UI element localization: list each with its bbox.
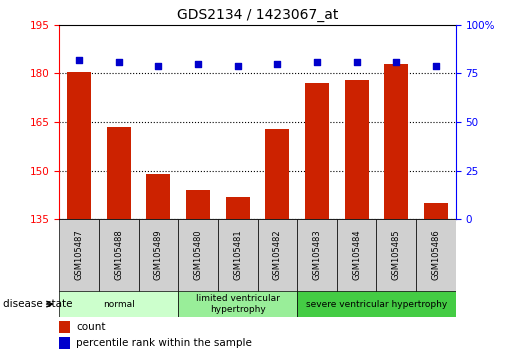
Text: normal: normal — [103, 299, 134, 309]
Bar — [305, 83, 329, 219]
Bar — [59, 291, 178, 317]
Bar — [384, 64, 408, 219]
Text: GSM105487: GSM105487 — [75, 229, 83, 280]
Bar — [297, 219, 337, 292]
Point — [154, 63, 162, 68]
Bar — [99, 219, 139, 292]
Bar — [67, 72, 91, 219]
Bar — [146, 174, 170, 219]
Text: GSM105482: GSM105482 — [273, 229, 282, 280]
Bar — [297, 291, 456, 317]
Point — [352, 59, 360, 64]
Point — [233, 63, 242, 68]
Text: limited ventricular
hypertrophy: limited ventricular hypertrophy — [196, 295, 280, 314]
Point — [313, 59, 321, 64]
Bar — [258, 219, 297, 292]
Bar — [376, 219, 416, 292]
Bar — [139, 219, 178, 292]
Bar — [178, 219, 218, 292]
Point — [432, 63, 440, 68]
Bar — [218, 219, 258, 292]
Point — [273, 61, 281, 67]
Bar — [226, 197, 250, 219]
Point — [75, 57, 83, 63]
Point — [392, 59, 401, 64]
Bar — [265, 129, 289, 219]
Text: GSM105483: GSM105483 — [313, 229, 321, 280]
Text: GSM105485: GSM105485 — [392, 229, 401, 280]
Bar — [337, 219, 376, 292]
Bar — [178, 291, 297, 317]
Bar — [345, 80, 369, 219]
Text: percentile rank within the sample: percentile rank within the sample — [76, 338, 252, 348]
Bar — [186, 190, 210, 219]
Text: GSM105486: GSM105486 — [432, 229, 440, 280]
Bar — [59, 321, 71, 333]
Text: count: count — [76, 322, 106, 332]
Text: GSM105489: GSM105489 — [154, 229, 163, 280]
Text: disease state: disease state — [3, 299, 72, 309]
Text: GSM105484: GSM105484 — [352, 229, 361, 280]
Bar — [424, 203, 448, 219]
Bar — [59, 219, 99, 292]
Text: GSM105488: GSM105488 — [114, 229, 123, 280]
Point — [194, 61, 202, 67]
Text: GSM105480: GSM105480 — [194, 229, 202, 280]
Text: severe ventricular hypertrophy: severe ventricular hypertrophy — [306, 299, 447, 309]
Bar — [59, 337, 71, 349]
Bar — [416, 219, 456, 292]
Text: GSM105481: GSM105481 — [233, 229, 242, 280]
Bar — [107, 127, 131, 219]
Title: GDS2134 / 1423067_at: GDS2134 / 1423067_at — [177, 8, 338, 22]
Point — [114, 59, 123, 64]
